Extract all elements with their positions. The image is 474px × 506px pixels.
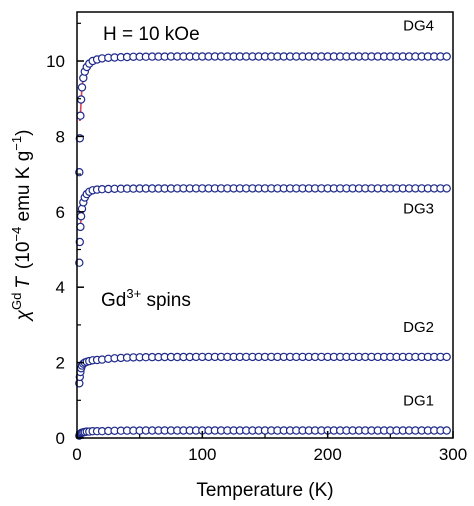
data-point [76,111,85,120]
x-tick-label: 0 [72,445,81,464]
data-point [75,237,85,247]
series-dg3: DG3 [75,184,451,267]
x-tick-label: 200 [313,445,341,464]
field-annotation: H = 10 kOe [103,24,200,45]
data-point [442,426,451,435]
y-axis-title: χGd T (10−4 emu K g−1) [9,130,34,323]
data-point [77,83,87,92]
axis-ticks: 0 100 200 300 0 2 4 6 8 10 [46,22,467,464]
y-title-mid: emu K g [13,151,34,227]
fit-curve-dg4 [78,55,447,121]
spins-superscript: 3+ [126,286,141,301]
y-title-chi: χ [13,309,34,322]
x-axis-title: Temperature (K) [196,480,333,501]
plot-area: DG4 DG3 DG2 DG1 [75,18,451,440]
y-title-close: ) [13,130,34,136]
spins-rest: spins [141,290,191,311]
series-label-dg3: DG3 [403,200,434,217]
data-point [442,352,451,362]
y-title-t: T [13,276,34,289]
spins-annotation: Gd3+ spins [101,286,191,311]
y-title-exp: −4 [9,227,24,242]
data-point [442,184,451,193]
series-label-dg2: DG2 [403,319,434,336]
x-tick-label: 100 [188,445,216,464]
series-label-dg4: DG4 [403,18,434,35]
data-point [76,222,85,232]
series-dg1: DG1 [75,393,451,440]
series-dg2: DG2 [75,319,451,388]
y-title-exp2: −1 [9,136,24,151]
series-label-dg1: DG1 [403,393,434,410]
y-tick-label: 2 [56,354,65,373]
y-title-open: (10 [13,242,34,269]
fit-curve-dg3 [78,187,447,231]
x-tick-label: 300 [439,445,467,464]
y-tick-label: 8 [56,127,65,146]
y-tick-label: 4 [56,278,65,297]
series-dg4: DG4 [75,18,451,177]
y-tick-label: 10 [46,52,65,71]
data-point [76,212,86,221]
spins-base: Gd [101,290,126,311]
y-title-gd: Gd [9,293,24,310]
data-point [76,95,86,104]
y-tick-label: 0 [56,429,65,448]
data-point [442,52,451,61]
y-tick-label: 6 [56,203,65,222]
plot-frame [76,11,454,439]
